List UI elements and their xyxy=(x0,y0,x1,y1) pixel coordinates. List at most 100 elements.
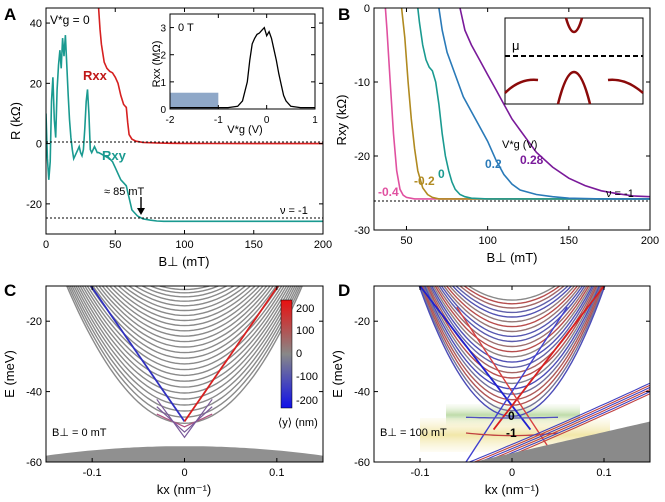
edge-state-left xyxy=(89,286,186,423)
x-tick-label: 50 xyxy=(400,235,412,247)
bulk-band xyxy=(133,286,236,302)
valence-continuum xyxy=(46,446,323,462)
bulk-band xyxy=(77,286,292,388)
y-tick-label: -10 xyxy=(354,77,370,89)
x-tick-label: 100 xyxy=(478,235,496,247)
label-rxy: Rxy xyxy=(102,148,127,163)
landau-level xyxy=(440,286,584,338)
ylabel-b: Rxy (kΩ) xyxy=(334,95,349,146)
bulk-band xyxy=(108,286,261,327)
y-tick-label: 2 xyxy=(160,51,166,62)
bulk-band xyxy=(95,286,274,348)
bulk-band xyxy=(86,286,283,365)
valence-band xyxy=(488,391,650,462)
landau-level xyxy=(426,286,598,379)
landau-level xyxy=(421,286,603,401)
bulk-band xyxy=(113,286,256,322)
x-tick-label: 150 xyxy=(560,235,578,247)
edge-branch-blue xyxy=(418,286,532,431)
landau-level xyxy=(438,286,586,343)
gap-band xyxy=(465,416,559,419)
colorbar-gradient xyxy=(280,299,293,409)
inset-title: 0 T xyxy=(178,22,194,34)
y-tick-label: 40 xyxy=(30,18,42,30)
valence-band xyxy=(478,386,650,462)
landau-level xyxy=(429,286,595,369)
landau-level xyxy=(451,286,573,318)
series-label-neg0.2: -0.2 xyxy=(414,174,435,188)
landau-level xyxy=(467,286,557,301)
colorbar-tick: 100 xyxy=(296,325,314,337)
series-0 xyxy=(417,8,650,200)
y-tick-label: -30 xyxy=(354,225,370,237)
valence-band xyxy=(156,413,213,428)
bulk-band xyxy=(75,286,294,394)
band-lower-center xyxy=(556,70,592,105)
inset-xlabel: V*g (V) xyxy=(227,124,262,136)
x-tick-label: 0.1 xyxy=(269,467,284,479)
inset-shaded-region xyxy=(170,92,219,109)
y-tick-label: -20 xyxy=(26,199,42,211)
inset-rxx: -2 -1 0 1 0 1 2 3 0 T Rxx (MΩ) V*g (V) xyxy=(151,13,318,136)
bulk-band xyxy=(127,286,242,307)
valence-band xyxy=(467,382,650,462)
annotation-nu-b: ν = -1 xyxy=(606,188,634,200)
y-tick-label: 0 xyxy=(160,105,166,116)
series-0.2 xyxy=(438,8,650,200)
colorbar-tick: 0 xyxy=(296,348,302,360)
inset-series-rxx xyxy=(170,26,315,109)
series-label-0.28: 0.28 xyxy=(520,153,544,167)
valence-continuum xyxy=(473,421,650,462)
landau-level xyxy=(445,286,579,328)
colorbar: 200 100 0 -100 -200 ⟨y⟩ (nm) xyxy=(278,299,318,429)
landau-level xyxy=(443,286,581,333)
xlabel-c: kx (nm⁻¹) xyxy=(157,482,212,497)
landau-level xyxy=(427,286,597,374)
x-tick-label: 200 xyxy=(641,235,659,247)
y-tick-label: -20 xyxy=(354,151,370,163)
mu-label: μ xyxy=(512,38,520,53)
band-lower-right xyxy=(607,78,644,94)
valence-band xyxy=(473,384,650,462)
x-tick-label: 0 xyxy=(264,115,270,126)
gap-label-neg1: -1 xyxy=(506,426,517,440)
valence-band xyxy=(156,398,213,439)
x-tick-label: -0.1 xyxy=(83,467,102,479)
landau-level xyxy=(422,286,602,395)
x-tick-label: 1 xyxy=(312,115,318,126)
axes-frame-b xyxy=(373,7,651,231)
y-tick-label: -60 xyxy=(354,457,370,469)
valence-band xyxy=(156,406,213,433)
bulk-band xyxy=(122,286,247,312)
x-tick-label: 50 xyxy=(109,239,121,251)
ylabel-d: E (meV) xyxy=(330,350,345,398)
colorbar-label: ⟨y⟩ (nm) xyxy=(278,417,318,429)
edge-branch-red xyxy=(492,286,606,431)
arrow-head xyxy=(137,208,145,215)
annotation-nu-a: ν = -1 xyxy=(280,205,308,217)
ylabel-c: E (meV) xyxy=(2,350,17,398)
x-tick-label: -2 xyxy=(166,115,175,126)
y-tick-label: 0 xyxy=(364,3,370,15)
bulk-band xyxy=(101,286,268,337)
panel-label-b: B xyxy=(338,5,350,24)
y-tick-label: -40 xyxy=(26,387,42,399)
series-label-neg0.4: -0.4 xyxy=(378,185,399,199)
bulk-band xyxy=(66,286,303,425)
gap-label-0: 0 xyxy=(508,409,515,423)
annotation-field: ≈ 85 mT xyxy=(104,186,145,198)
panel-b: 50 100 150 200 -30 -20 -10 0 Rxy (kΩ) B⊥ (mT) V… xyxy=(334,3,659,265)
bulk-band xyxy=(92,286,277,354)
y-tick-label: 3 xyxy=(160,24,166,35)
annotation-vg-a: V*g = 0 xyxy=(50,13,90,27)
gap-band xyxy=(465,432,559,437)
bulk-band xyxy=(67,286,302,418)
series-label-0.2: 0.2 xyxy=(485,157,502,171)
band-lower-left xyxy=(504,78,539,94)
y-tick-label: -40 xyxy=(354,387,370,399)
edge-state-right xyxy=(183,286,280,423)
x-tick-label: 200 xyxy=(314,239,332,251)
legend-title-b: V*g (V) xyxy=(502,139,537,151)
